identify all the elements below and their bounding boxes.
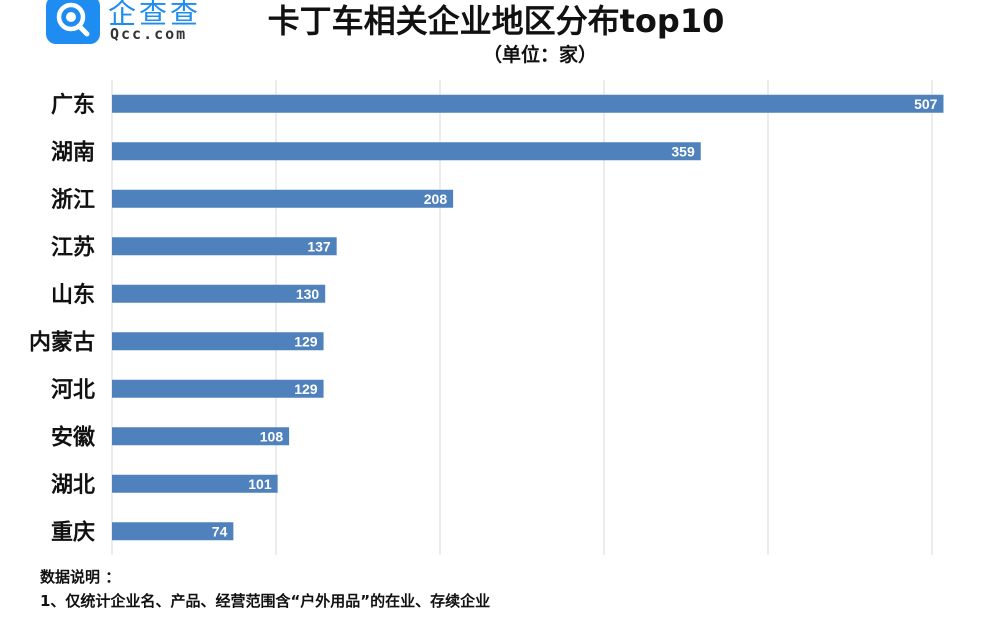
bar (112, 142, 701, 161)
bar (112, 94, 944, 113)
category-label: 湖南 (51, 140, 95, 165)
bar (112, 474, 278, 493)
category-label: 山东 (51, 282, 95, 308)
category-label: 河北 (51, 378, 95, 403)
bar (112, 332, 324, 351)
category-label: 安徽 (51, 424, 96, 450)
bar (112, 522, 234, 541)
data-label: 507 (914, 96, 938, 112)
data-label: 137 (307, 238, 331, 254)
brand-logo: 企查查 Qcc.com (46, 0, 206, 46)
brand-name-en: Qcc.com (110, 25, 188, 43)
category-label: 内蒙古 (29, 329, 95, 355)
data-label: 130 (296, 286, 320, 302)
category-label: 广东 (51, 92, 95, 118)
data-label: 359 (671, 143, 695, 159)
data-label: 129 (294, 381, 318, 397)
brand-name-cn: 企查查 (108, 0, 202, 30)
data-label: 74 (212, 523, 228, 539)
category-label: 江苏 (51, 234, 95, 260)
bar (112, 284, 326, 303)
notes-heading: 数据说明 ： (40, 568, 121, 586)
bar (112, 237, 337, 256)
category-label: 浙江 (51, 188, 95, 213)
bar (112, 379, 324, 398)
data-label: 101 (248, 476, 272, 492)
bar (112, 427, 290, 446)
chart-subtitle: （单位：家） (482, 44, 597, 66)
bar (112, 189, 454, 208)
data-label: 208 (424, 191, 448, 207)
data-label: 129 (294, 333, 318, 349)
category-label: 重庆 (51, 519, 95, 545)
category-label: 湖北 (51, 473, 95, 498)
data-notes: 数据说明 ： 1、仅统计企业名、产品、经营范围含“户外用品”的在业、存续企业 (40, 565, 490, 613)
qcc-magnifier-logo-icon (46, 0, 100, 44)
data-label: 108 (260, 428, 284, 444)
chart-title: 卡丁车相关企业地区分布top10 (267, 2, 725, 40)
notes-line-1: 1、仅统计企业名、产品、经营范围含“户外用品”的在业、存续企业 (40, 592, 491, 610)
